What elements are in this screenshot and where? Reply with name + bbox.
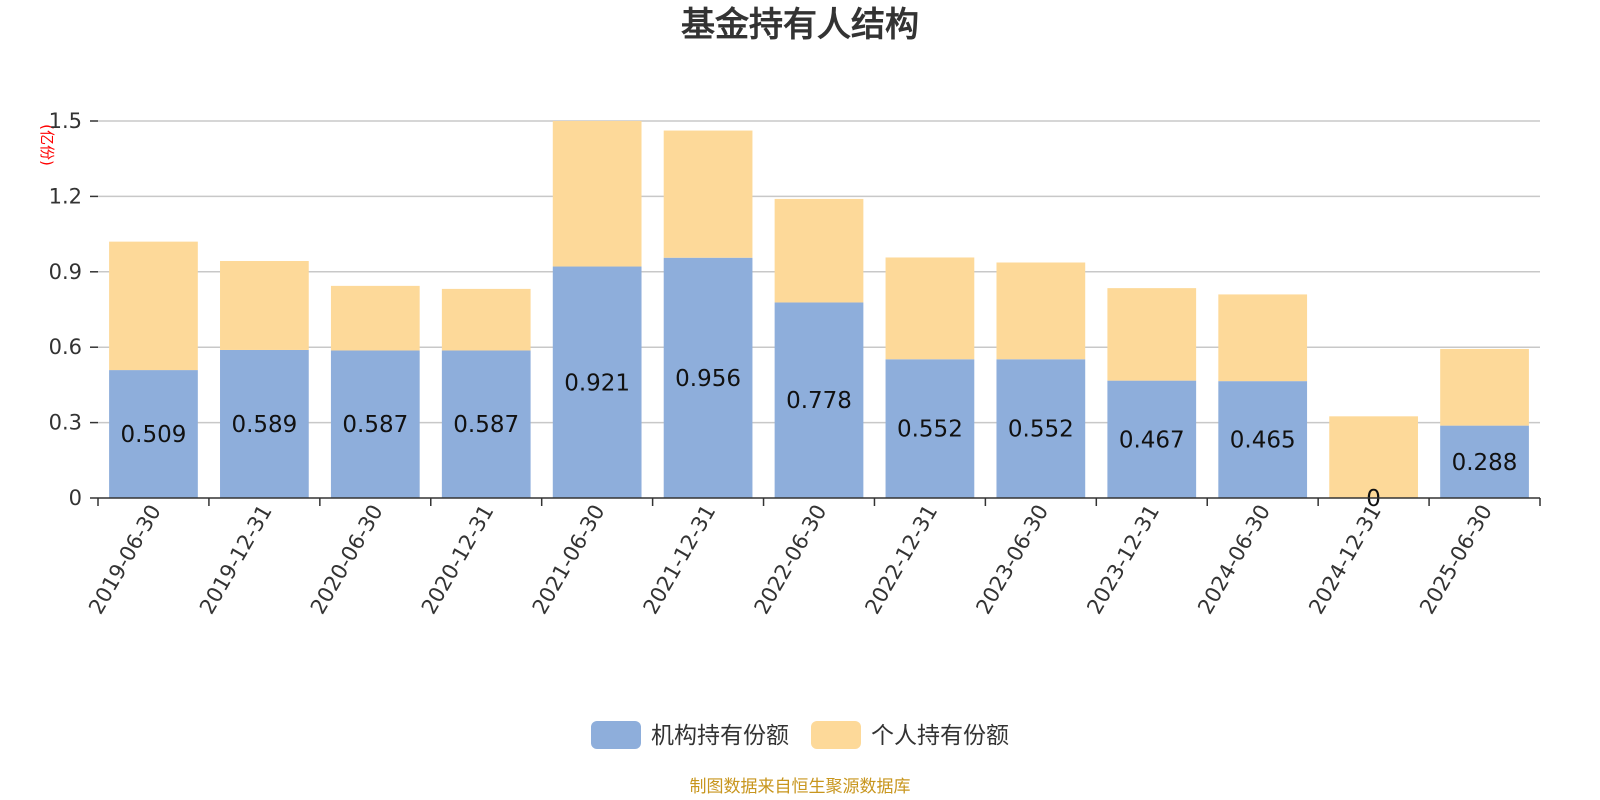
bar-institutional xyxy=(220,349,309,498)
bar-individual xyxy=(1329,416,1418,498)
bar-individual xyxy=(1107,288,1197,381)
bar-institutional xyxy=(663,257,753,498)
bar-individual xyxy=(996,262,1086,360)
bar-institutional xyxy=(996,359,1086,498)
x-tick-label: 2024-12-31 xyxy=(1304,501,1386,619)
bar-institutional xyxy=(885,359,975,498)
bars-layer xyxy=(109,121,1529,498)
bar-individual xyxy=(774,198,864,303)
y-tick-label: 0 xyxy=(69,486,82,510)
x-tick-label: 2022-06-30 xyxy=(750,501,832,619)
data-label: 0.509 xyxy=(121,422,187,448)
x-tick-label: 2020-06-30 xyxy=(306,501,388,619)
bar-individual xyxy=(220,260,309,350)
x-tick-label: 2019-06-30 xyxy=(84,501,166,619)
bar-institutional xyxy=(1440,425,1529,498)
legend-swatch xyxy=(811,721,861,749)
y-tick-label: 0.9 xyxy=(49,260,82,284)
x-tick-label: 2021-12-31 xyxy=(639,501,721,619)
x-tick-label: 2025-06-30 xyxy=(1415,501,1497,619)
bar-individual xyxy=(109,241,198,371)
bar-institutional xyxy=(1218,381,1308,498)
data-label: 0.956 xyxy=(675,366,741,392)
bar-institutional xyxy=(441,350,531,498)
data-label: 0.552 xyxy=(1008,417,1074,443)
x-tick-label: 2023-06-30 xyxy=(971,501,1053,619)
data-labels-layer: 0.509 0.589 0.587 0.587 0.921 0.956 0.778 0.552… xyxy=(121,366,1518,512)
bar-individual xyxy=(441,288,531,351)
y-tick-label: 0.6 xyxy=(49,335,82,359)
x-tick-label: 2022-12-31 xyxy=(860,501,942,619)
bar-individual xyxy=(1440,348,1529,426)
x-tick-label: 2023-12-31 xyxy=(1082,501,1164,619)
bar-individual xyxy=(885,257,975,360)
data-label: 0.552 xyxy=(897,417,963,443)
data-label: 0.587 xyxy=(453,412,519,438)
bar-individual xyxy=(552,121,642,267)
source-note: 制图数据来自恒生聚源数据库 xyxy=(690,777,911,797)
bar-individual xyxy=(330,285,420,351)
data-label: 0 xyxy=(1366,486,1381,512)
legend-label: 个人持有份额 xyxy=(871,723,1009,749)
data-label: 0.587 xyxy=(342,412,408,438)
legend: 机构持有份额 个人持有份额 xyxy=(591,721,1009,749)
data-label: 0.778 xyxy=(786,388,852,414)
legend-swatch xyxy=(591,721,641,749)
y-axis-unit-label: (亿份) xyxy=(38,124,56,166)
x-tick-label: 2019-12-31 xyxy=(195,501,277,619)
y-tick-label: 1.5 xyxy=(49,109,82,133)
bar-institutional xyxy=(774,302,864,498)
bar-individual xyxy=(663,130,753,258)
data-label: 0.589 xyxy=(231,412,297,438)
data-label: 0.288 xyxy=(1452,450,1518,476)
data-label: 0.467 xyxy=(1119,427,1185,453)
bar-institutional xyxy=(552,266,642,498)
x-tick-label: 2024-06-30 xyxy=(1193,501,1275,619)
bar-individual xyxy=(1218,294,1308,382)
bar-institutional xyxy=(109,370,198,498)
data-label: 0.921 xyxy=(564,370,630,396)
chart-title: 基金持有人结构 xyxy=(681,5,919,45)
y-tick-label: 0.3 xyxy=(49,411,82,435)
x-tick-label: 2020-12-31 xyxy=(417,501,499,619)
legend-label: 机构持有份额 xyxy=(651,723,789,749)
x-tick-label: 2021-06-30 xyxy=(528,501,610,619)
y-tick-label: 1.2 xyxy=(49,184,82,208)
bar-institutional xyxy=(1107,380,1197,498)
bar-institutional xyxy=(330,350,420,498)
data-label: 0.465 xyxy=(1230,428,1296,454)
